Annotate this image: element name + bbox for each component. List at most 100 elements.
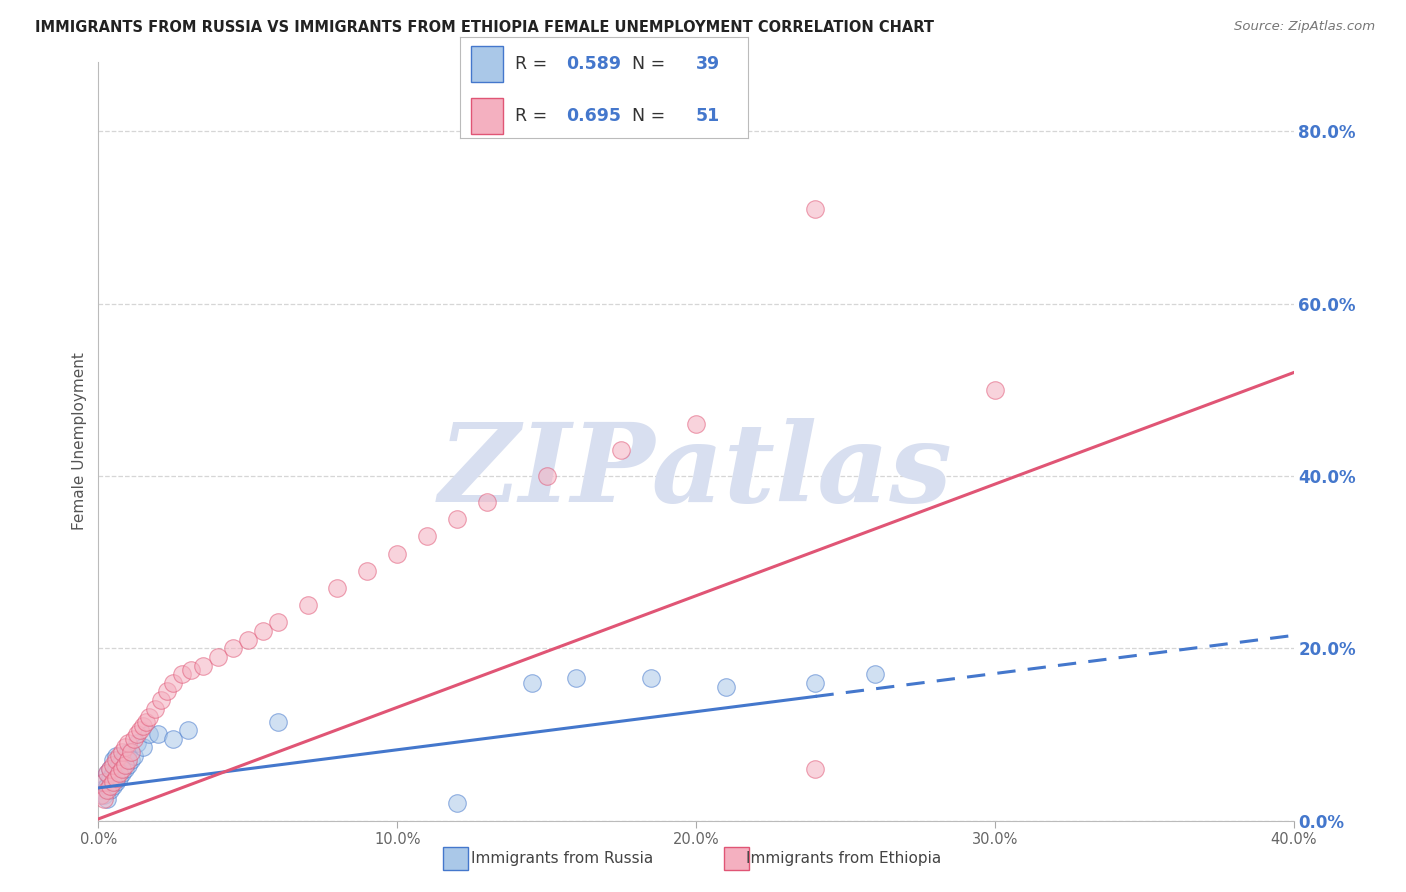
Point: [111, 745, 134, 759]
Text: R =: R =: [515, 107, 553, 125]
Bar: [471, 98, 503, 134]
Text: N =: N =: [621, 54, 671, 72]
Point: [565, 672, 588, 686]
Point: [98, 783, 122, 797]
Point: [98, 771, 122, 785]
Point: [96, 766, 118, 780]
Point: [120, 753, 142, 767]
Point: [114, 762, 136, 776]
Point: [105, 775, 128, 789]
Point: [177, 723, 200, 738]
Bar: [471, 45, 503, 82]
Point: [252, 624, 274, 639]
Point: [132, 740, 155, 755]
Point: [98, 762, 122, 776]
Point: [103, 753, 125, 767]
Text: ZIPatlas: ZIPatlas: [439, 418, 953, 525]
Point: [714, 680, 737, 694]
Point: [93, 792, 115, 806]
Point: [685, 417, 707, 432]
Point: [132, 719, 155, 733]
Text: Immigrants from Russia: Immigrants from Russia: [471, 851, 654, 865]
Point: [124, 731, 146, 746]
Point: [267, 714, 290, 729]
Point: [804, 675, 827, 690]
Text: R =: R =: [515, 54, 553, 72]
Point: [356, 564, 378, 578]
Point: [96, 792, 118, 806]
Point: [475, 495, 498, 509]
Point: [127, 736, 149, 750]
Bar: [443, 847, 468, 870]
Point: [117, 745, 139, 759]
Point: [90, 783, 112, 797]
Point: [98, 779, 122, 793]
Point: [804, 762, 827, 776]
Point: [297, 599, 319, 613]
Point: [385, 547, 409, 561]
Point: [93, 775, 115, 789]
Point: [804, 202, 827, 216]
Point: [143, 701, 166, 715]
Point: [236, 632, 259, 647]
Point: [108, 757, 131, 772]
Point: [162, 731, 184, 746]
Text: 39: 39: [696, 54, 720, 72]
Point: [93, 775, 115, 789]
Point: [103, 757, 125, 772]
Point: [98, 762, 122, 776]
Point: [610, 443, 633, 458]
Point: [117, 757, 139, 772]
Point: [96, 766, 118, 780]
Point: [103, 779, 125, 793]
Point: [108, 766, 131, 780]
Point: [108, 771, 131, 785]
Point: [640, 672, 662, 686]
Point: [180, 663, 202, 677]
Point: [120, 745, 142, 759]
Point: [127, 727, 149, 741]
Point: [105, 771, 128, 785]
Point: [222, 641, 245, 656]
Point: [446, 797, 468, 811]
Point: [114, 740, 136, 755]
Point: [984, 383, 1007, 397]
Point: [150, 693, 173, 707]
Point: [207, 649, 229, 664]
Point: [267, 615, 290, 630]
Point: [162, 675, 184, 690]
Point: [96, 779, 118, 793]
Text: 0.589: 0.589: [567, 54, 621, 72]
Point: [326, 581, 349, 595]
Point: [103, 775, 125, 789]
Point: [103, 766, 125, 780]
Point: [135, 714, 157, 729]
Point: [148, 727, 170, 741]
Text: Immigrants from Ethiopia: Immigrants from Ethiopia: [747, 851, 941, 865]
Text: Source: ZipAtlas.com: Source: ZipAtlas.com: [1234, 20, 1375, 33]
Point: [117, 753, 139, 767]
Point: [138, 710, 160, 724]
Point: [172, 667, 194, 681]
Point: [111, 762, 134, 776]
Point: [191, 658, 214, 673]
Point: [536, 469, 558, 483]
Point: [111, 766, 134, 780]
Point: [156, 684, 179, 698]
Text: 51: 51: [696, 107, 720, 125]
Point: [105, 762, 128, 776]
Point: [93, 788, 115, 802]
Point: [96, 783, 118, 797]
Point: [90, 788, 112, 802]
Text: IMMIGRANTS FROM RUSSIA VS IMMIGRANTS FROM ETHIOPIA FEMALE UNEMPLOYMENT CORRELATI: IMMIGRANTS FROM RUSSIA VS IMMIGRANTS FRO…: [35, 20, 934, 35]
Text: N =: N =: [621, 107, 671, 125]
Point: [111, 753, 134, 767]
Point: [105, 749, 128, 764]
Point: [416, 529, 439, 543]
Point: [114, 757, 136, 772]
Point: [138, 727, 160, 741]
Point: [865, 667, 887, 681]
Point: [105, 753, 128, 767]
Point: [108, 749, 131, 764]
Text: 0.695: 0.695: [567, 107, 621, 125]
